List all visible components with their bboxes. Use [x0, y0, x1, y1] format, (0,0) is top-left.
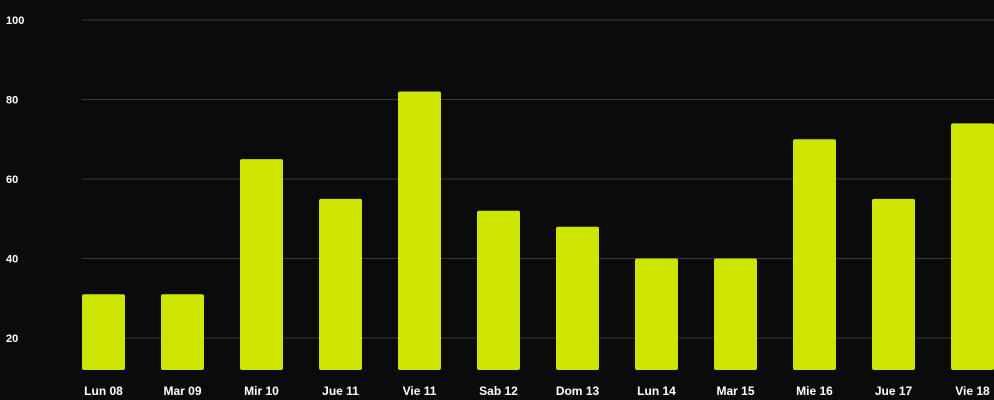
x-tick-label: Mar 15	[716, 384, 754, 398]
y-axis-ticks: 20 40 60 80 100	[6, 15, 24, 345]
x-tick-label: Vie 18	[955, 384, 990, 398]
y-tick-label: 60	[6, 174, 18, 186]
x-tick-label: Lun 08	[84, 384, 123, 398]
bar-dom-13	[556, 226, 599, 370]
bar-sab-12	[477, 210, 520, 370]
bar-jue-11	[319, 198, 362, 370]
x-tick-label: Dom 13	[556, 384, 600, 398]
bar-lun-08	[82, 294, 125, 370]
x-tick-label: Jue 17	[875, 384, 913, 398]
y-tick-label: 20	[6, 333, 18, 345]
x-tick-label: Sab 12	[479, 384, 518, 398]
y-tick-label: 80	[6, 95, 18, 107]
bar-mir-10	[240, 159, 283, 370]
y-tick-label: 40	[6, 254, 18, 266]
x-tick-label: Lun 14	[637, 384, 676, 398]
bars	[82, 91, 994, 371]
bar-mar-09	[161, 294, 204, 370]
bar-mie-16	[793, 139, 836, 370]
bar-jue-17	[872, 198, 915, 370]
bar-mar-15	[714, 258, 757, 370]
x-tick-label: Jue 11	[322, 384, 359, 398]
x-tick-label: Mar 09	[163, 384, 201, 398]
gridlines	[82, 19, 994, 339]
x-tick-label: Vie 11	[403, 384, 437, 398]
y-tick-label: 100	[6, 15, 24, 27]
bar-vie-18	[951, 123, 994, 370]
x-axis-ticks: Lun 08 Mar 09 Mir 10 Jue 11 Vie 11 Sab 12 Dom …	[84, 384, 990, 398]
bar-lun-14	[635, 258, 678, 370]
x-tick-label: Mie 16	[796, 384, 833, 398]
x-tick-label: Mir 10	[244, 384, 279, 398]
bar-vie-11	[398, 91, 441, 371]
